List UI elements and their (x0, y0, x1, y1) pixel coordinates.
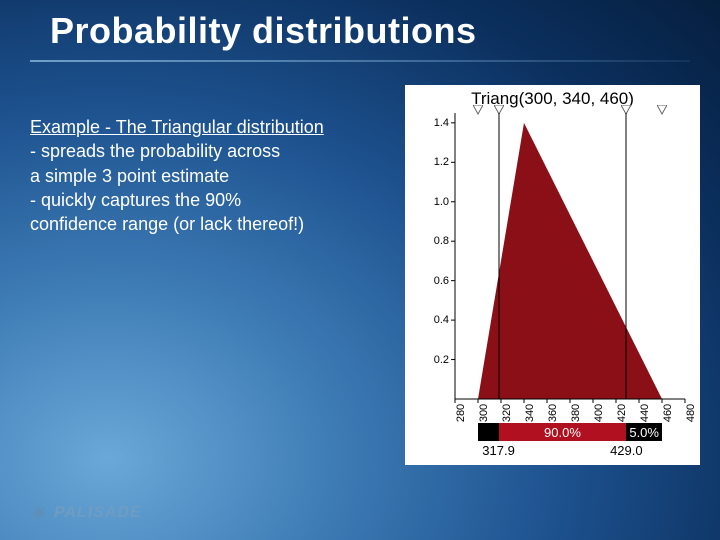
triangular-pdf-fill (478, 123, 662, 399)
range-marker-icon[interactable] (473, 105, 483, 115)
confidence-segment (478, 423, 499, 441)
confidence-value-label: 429.0 (610, 443, 643, 458)
body-line-4: - quickly captures the 90% (30, 190, 241, 210)
logo: PALISADE (30, 504, 142, 522)
slide-title: Probability distributions (50, 10, 477, 52)
x-tick-label: 380 (570, 404, 582, 422)
body-line-3: a simple 3 point estimate (30, 166, 229, 186)
x-tick-label: 340 (524, 404, 536, 422)
confidence-segment: 90.0% (499, 423, 627, 441)
y-tick-label: 1.2 (409, 156, 449, 168)
range-marker-icon[interactable] (657, 105, 667, 115)
logo-text: PALISADE (54, 504, 142, 522)
x-tick-label: 280 (455, 404, 467, 422)
x-tick-label: 440 (639, 404, 651, 422)
x-tick-label: 300 (478, 404, 490, 422)
chart-panel: Triang(300, 340, 460) 0.2 0.4 0.6 0.8 1.0 1.2… (405, 85, 700, 465)
confidence-segment: 5.0% (626, 423, 662, 441)
slider-line[interactable] (626, 113, 627, 399)
slider-line[interactable] (498, 113, 499, 399)
x-tick-label: 400 (593, 404, 605, 422)
chart-title: Triang(300, 340, 460) (405, 85, 700, 109)
plot-area (455, 113, 685, 399)
body-line-2: - spreads the probability across (30, 141, 280, 161)
x-tick-label: 460 (662, 404, 674, 422)
body-text-block: Example - The Triangular distribution - … (30, 115, 324, 236)
y-tick-label: 0.2 (409, 354, 449, 366)
title-underline (30, 60, 690, 62)
y-tick-label: 0.4 (409, 314, 449, 326)
body-line-1: Example - The Triangular distribution (30, 117, 324, 137)
y-tick-label: 0.8 (409, 235, 449, 247)
logo-burst-icon (30, 504, 48, 522)
plot-svg (455, 113, 685, 399)
slide-root: Probability distributions Example - The … (0, 0, 720, 540)
y-tick-label: 0.6 (409, 275, 449, 287)
body-line-5: confidence range (or lack thereof!) (30, 214, 304, 234)
x-tick-label: 420 (616, 404, 628, 422)
confidence-value-label: 317.9 (482, 443, 515, 458)
x-tick-label: 360 (547, 404, 559, 422)
y-tick-label: 1.0 (409, 196, 449, 208)
y-tick-label: 1.4 (409, 117, 449, 129)
x-tick-label: 320 (501, 404, 513, 422)
x-tick-label: 480 (685, 404, 697, 422)
